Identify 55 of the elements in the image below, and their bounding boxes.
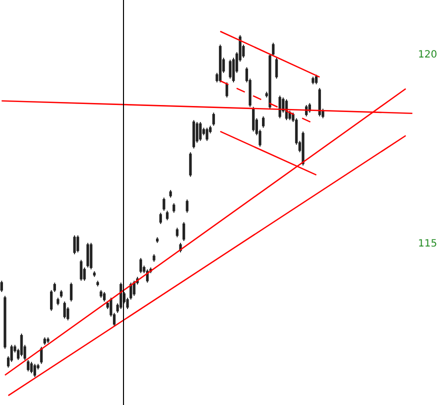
candlestick bbox=[70, 282, 73, 302]
candlestick bbox=[226, 82, 228, 98]
candlestick bbox=[189, 152, 192, 178]
candlestick bbox=[192, 120, 196, 149]
candlestick bbox=[90, 242, 92, 270]
candlestick bbox=[46, 336, 50, 344]
candlestick bbox=[100, 290, 102, 298]
candlestick bbox=[312, 76, 314, 85]
candlestick bbox=[96, 280, 100, 287]
candlestick bbox=[278, 95, 282, 119]
candlestick bbox=[176, 227, 178, 238]
candlestick bbox=[169, 190, 172, 198]
y-tick-label: 120 bbox=[418, 50, 438, 61]
candlestick bbox=[252, 106, 255, 132]
candlestick bbox=[86, 242, 90, 268]
candlestick bbox=[275, 57, 278, 80]
candlestick bbox=[156, 236, 159, 244]
candlestick bbox=[120, 282, 122, 310]
candlestick bbox=[152, 254, 156, 262]
candlestick bbox=[73, 234, 76, 255]
candlestick bbox=[228, 59, 232, 80]
candlestick bbox=[139, 258, 142, 274]
candlestick bbox=[218, 44, 222, 83]
candlestick bbox=[43, 336, 46, 346]
candlestick bbox=[93, 270, 96, 278]
candlestick bbox=[56, 297, 60, 306]
candlestick bbox=[20, 333, 23, 357]
candlestick bbox=[0, 280, 3, 293]
candlestick bbox=[206, 127, 208, 142]
candlestick bbox=[172, 202, 176, 214]
candlestick bbox=[159, 212, 162, 225]
candlestick bbox=[103, 292, 106, 302]
candlestick bbox=[80, 259, 82, 282]
candlestick bbox=[199, 122, 202, 142]
candlestick bbox=[212, 112, 215, 126]
candlestick bbox=[63, 300, 66, 319]
candlestick bbox=[162, 197, 166, 212]
candlestick bbox=[272, 42, 275, 56]
candlestick bbox=[268, 54, 272, 110]
candlestick bbox=[26, 360, 30, 372]
candlestick bbox=[314, 74, 318, 85]
candlestick bbox=[166, 210, 169, 221]
candlestick bbox=[30, 361, 33, 374]
candlestick bbox=[132, 280, 136, 296]
candlestick bbox=[33, 363, 36, 378]
candlestick bbox=[318, 88, 321, 117]
y-tick-label: 115 bbox=[418, 238, 438, 250]
candlestick bbox=[60, 290, 63, 298]
candlestick bbox=[182, 222, 186, 242]
candlestick bbox=[76, 234, 80, 253]
candlestick bbox=[302, 130, 304, 166]
candlestick bbox=[40, 346, 43, 364]
candlestick bbox=[186, 198, 188, 214]
candlestick bbox=[4, 295, 6, 350]
candlestick bbox=[262, 116, 265, 128]
